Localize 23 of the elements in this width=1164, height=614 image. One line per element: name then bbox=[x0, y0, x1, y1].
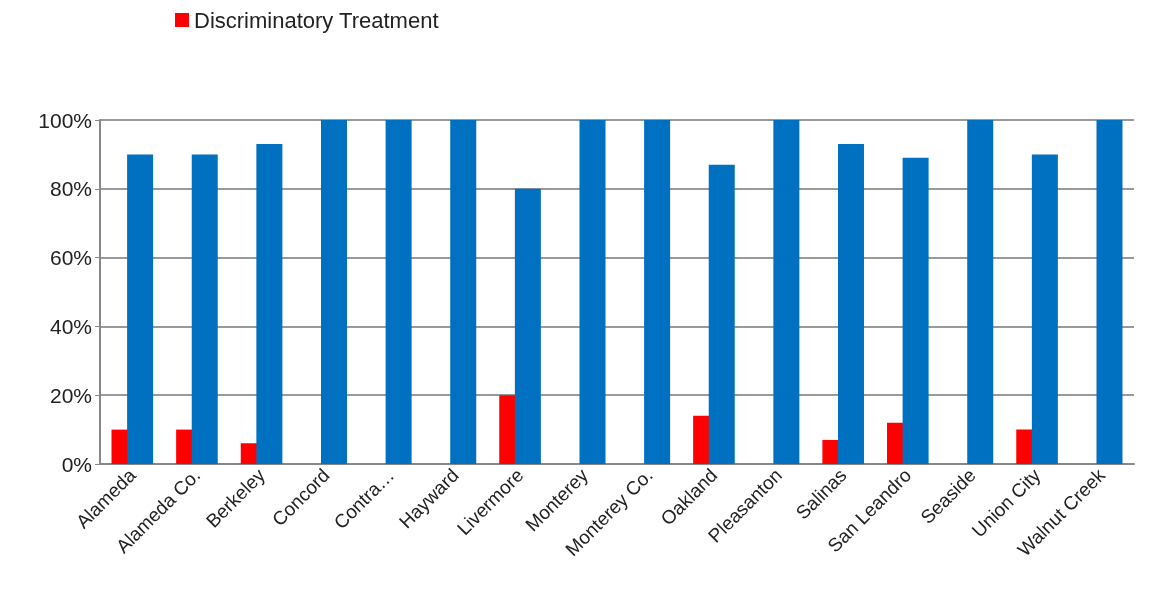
legend-label: Discriminatory Treatment bbox=[194, 7, 439, 33]
bar bbox=[127, 154, 154, 464]
bar bbox=[1096, 120, 1123, 464]
bar bbox=[708, 164, 735, 464]
y-tick-label: 20% bbox=[49, 383, 92, 407]
bar bbox=[773, 120, 800, 464]
bar bbox=[967, 120, 994, 464]
bar bbox=[644, 120, 671, 464]
y-tick-label: 100% bbox=[38, 108, 92, 132]
bar bbox=[256, 144, 283, 464]
y-tick-label: 40% bbox=[49, 314, 92, 338]
bar bbox=[320, 120, 347, 464]
y-tick-label: 60% bbox=[49, 246, 92, 270]
bar bbox=[450, 120, 477, 464]
bar bbox=[837, 144, 864, 464]
bar bbox=[1031, 154, 1058, 464]
y-tick-label: 80% bbox=[49, 177, 92, 201]
bar bbox=[514, 188, 541, 464]
y-tick-label: 0% bbox=[61, 452, 92, 476]
bar bbox=[902, 157, 929, 464]
bar bbox=[579, 120, 606, 464]
bar bbox=[385, 120, 412, 464]
bar bbox=[191, 154, 218, 464]
